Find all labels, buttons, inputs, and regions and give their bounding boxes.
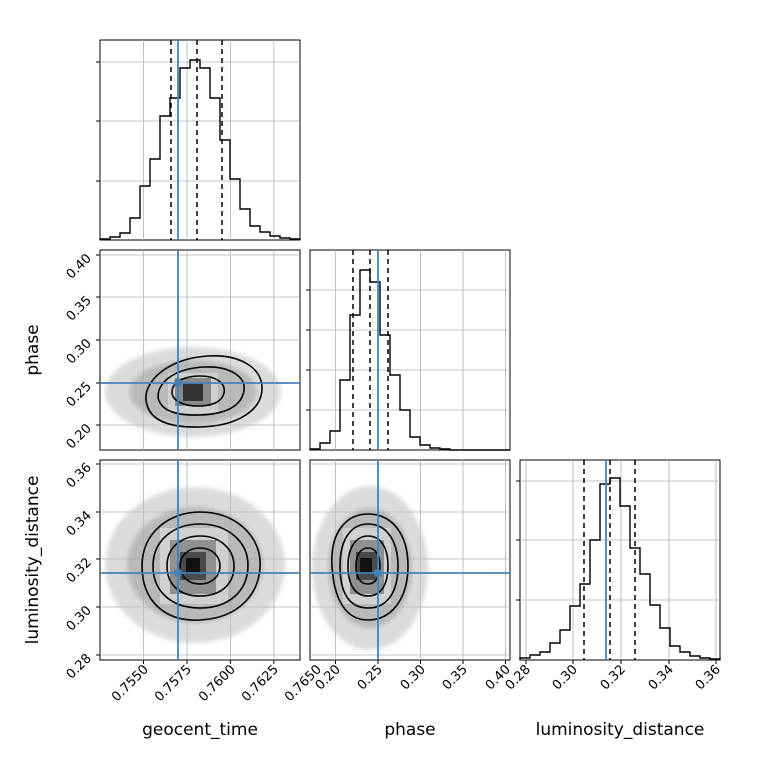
density-squares [168, 373, 218, 413]
hist2d-geocent-time-luminosity-distance-panel: 0.28 0.30 0.32 0.34 0.36 0.7550 0.7575 0… [23, 459, 325, 740]
x-axis-label-geocent-time: geocent_time [142, 720, 258, 740]
x-tick-label: 0.7625 [239, 662, 282, 705]
y-tick-label: 0.34 [64, 508, 95, 539]
hist-phase-panel [306, 249, 511, 451]
y-tick-label: 0.28 [64, 651, 95, 682]
truth-marker [174, 569, 182, 577]
density-squares [343, 528, 391, 604]
x-tick-label: 0.7575 [152, 662, 195, 705]
hist2d-phase-luminosity-distance-panel: 0.20 0.25 0.30 0.35 0.40 phase [309, 459, 514, 740]
phase-y-tick-labels: 0.20 0.25 0.30 0.35 0.40 [64, 251, 95, 452]
hist-geocent-time-panel [96, 39, 301, 241]
histogram-step-phase [309, 269, 510, 451]
y-axis-label-luminosity-distance: luminosity_distance [23, 476, 43, 645]
x-tick-label: 0.36 [693, 662, 724, 693]
histogram-step-luminosity-distance [519, 477, 721, 660]
x-tick-label: 0.32 [598, 662, 629, 693]
x-tick-label: 0.7550 [109, 662, 152, 705]
hist2d-geocent-time-phase-panel: 0.20 0.25 0.30 0.35 0.40 phase [23, 249, 301, 452]
y-tick-label: 0.35 [64, 293, 95, 324]
luminosity-distance-x-tick-labels: 0.28 0.30 0.32 0.34 0.36 [503, 662, 724, 693]
y-tick-label: 0.20 [64, 421, 95, 452]
luminosity-distance-y-tick-labels: 0.28 0.30 0.32 0.34 0.36 [64, 460, 95, 682]
y-tick-label: 0.40 [64, 251, 95, 282]
y-axis-label-phase: phase [23, 324, 43, 375]
y-tick-label: 0.30 [64, 336, 95, 367]
contours [145, 355, 263, 428]
geocent-time-x-tick-labels: 0.7550 0.7575 0.7600 0.7625 0.7650 [109, 662, 325, 705]
x-tick-label: 0.30 [550, 662, 581, 693]
x-tick-label: 0.7600 [196, 662, 239, 705]
y-tick-label: 0.25 [64, 379, 95, 410]
x-tick-label: 0.35 [440, 662, 471, 693]
x-tick-label: 0.30 [398, 662, 429, 693]
y-tick-label: 0.36 [64, 460, 95, 491]
y-tick-label: 0.32 [64, 555, 95, 586]
histogram-step-geocent-time [99, 59, 301, 240]
contours [331, 513, 409, 621]
y-tick-label: 0.30 [64, 603, 95, 634]
x-tick-label: 0.34 [646, 662, 677, 693]
x-axis-label-luminosity-distance: luminosity_distance [536, 720, 705, 740]
phase-x-tick-labels: 0.20 0.25 0.30 0.35 0.40 [313, 662, 514, 693]
truth-marker [374, 569, 382, 577]
hist-luminosity-distance-panel: 0.28 0.30 0.32 0.34 0.36 luminosity_dist… [503, 459, 724, 740]
x-tick-label: 0.25 [355, 662, 386, 693]
truth-marker [174, 379, 182, 387]
x-axis-label-phase: phase [384, 720, 435, 740]
grid-lines [520, 460, 720, 660]
